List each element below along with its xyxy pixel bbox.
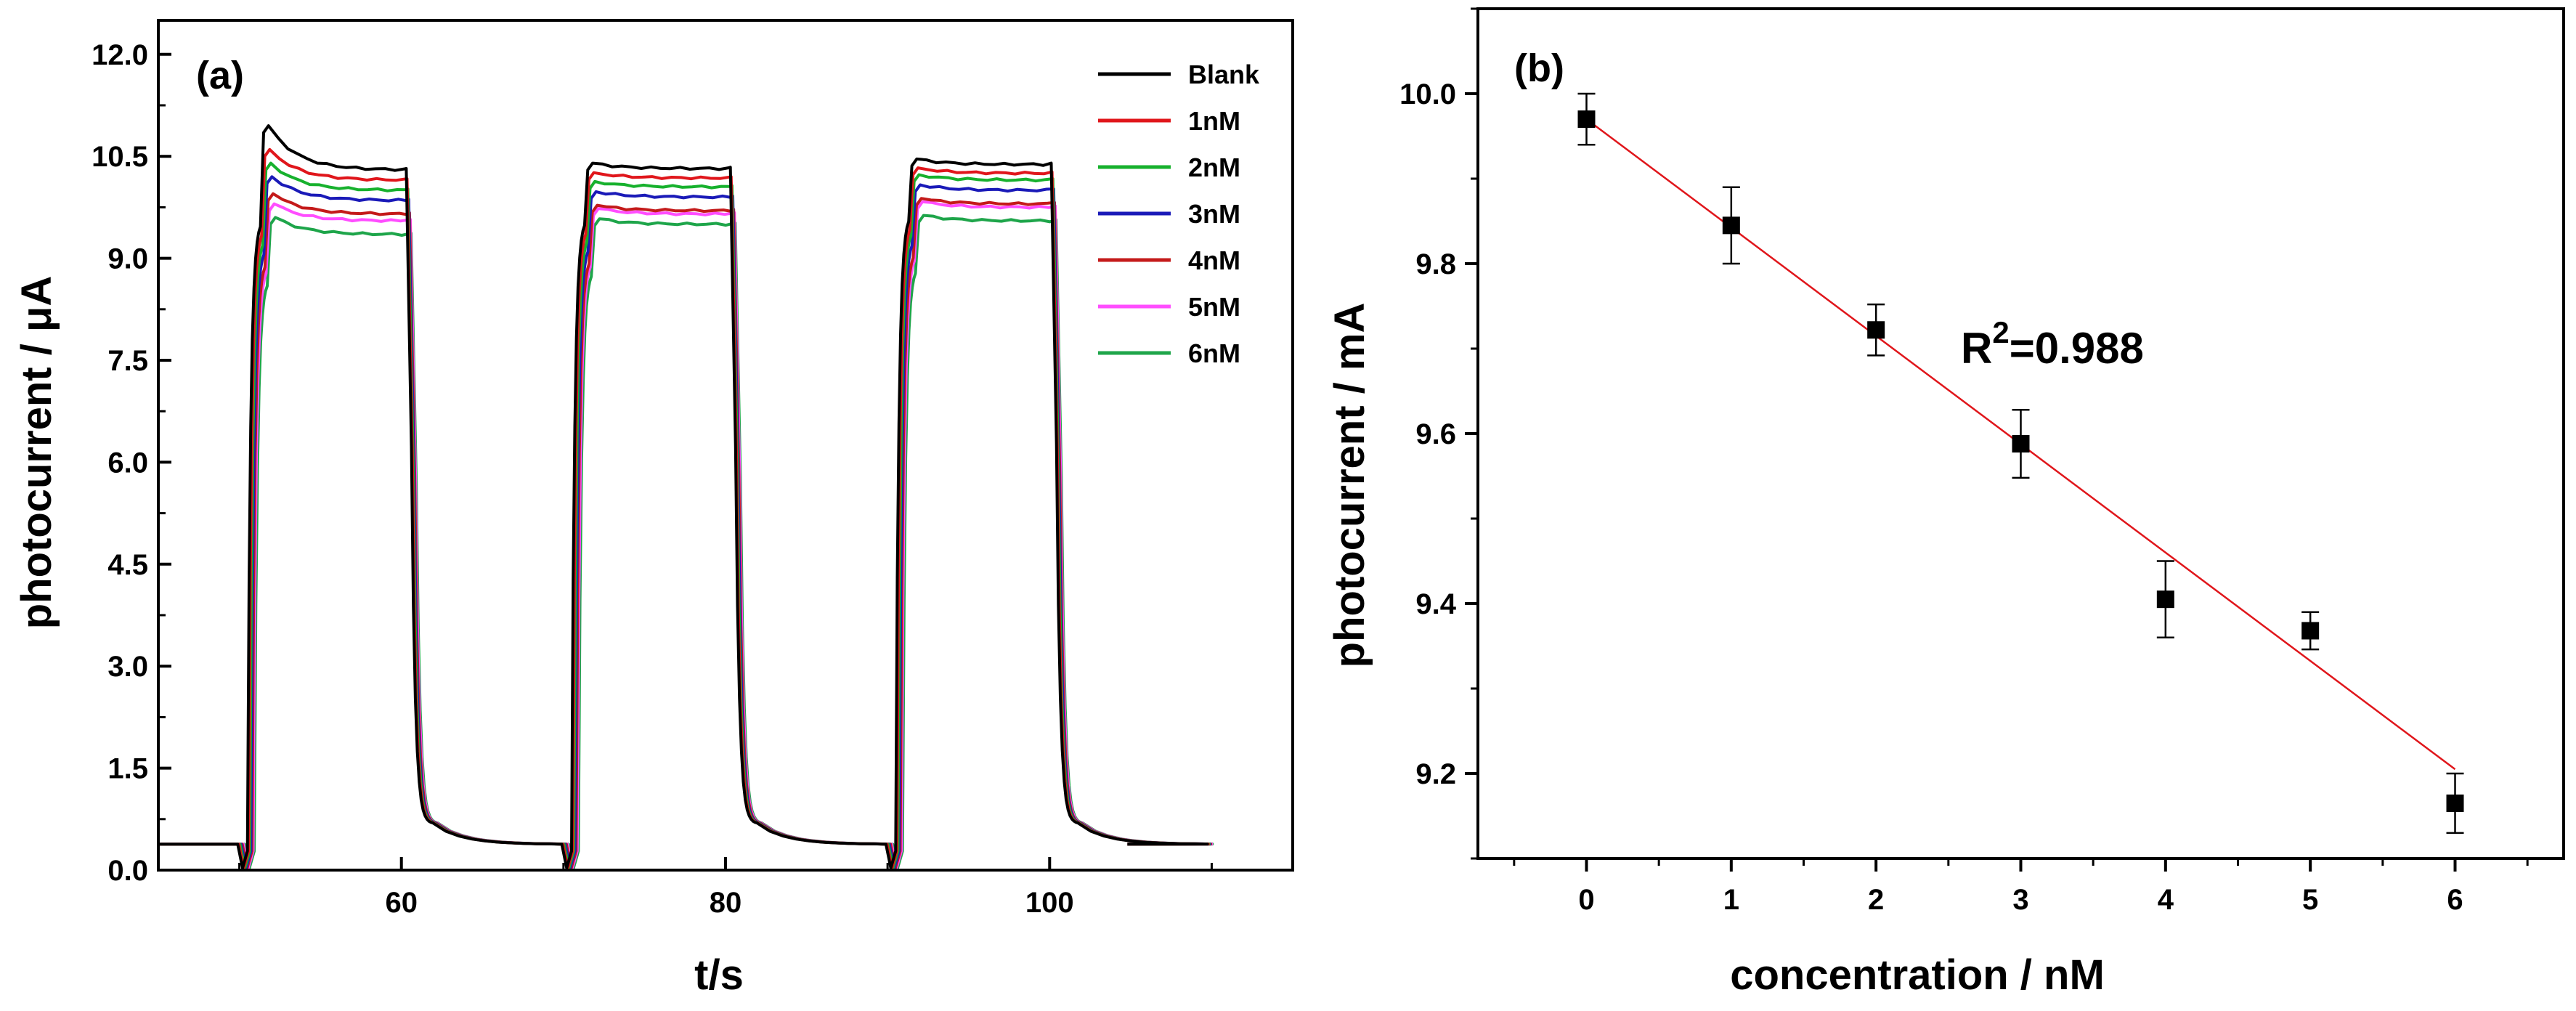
panel-a-tag: (a) (196, 54, 244, 97)
panel-a-y-tick-label: 4.5 (107, 549, 148, 581)
panel-a-series-line-2nm (158, 161, 1211, 870)
panel-a-legend-label: 2nM (1188, 153, 1240, 182)
panel-a-legend-label: 1nM (1188, 106, 1240, 136)
panel-a-y-tick-label: 7.5 (107, 345, 148, 377)
panel-a-x-tick-label: 60 (385, 887, 418, 919)
panel-a-series-line-blank (158, 124, 1209, 870)
panel-a-x-axis-title: t/s (694, 951, 744, 999)
panel-b-y-tick-label: 9.8 (1415, 248, 1456, 280)
r2-superscript: 2 (1992, 315, 2009, 349)
panel-a-y-tick-label: 9.0 (107, 243, 148, 275)
panel-a-series-line-3nm (158, 175, 1211, 870)
panel-a-series-line-5nm (158, 200, 1214, 870)
panel-b-data-point (1722, 216, 1740, 235)
panel-a-y-tick-label: 12.0 (92, 39, 148, 71)
panel-b-y-tick-label: 10.0 (1399, 78, 1456, 110)
panel-b-data-point (2012, 435, 2030, 453)
panel-b-scatter-chart: 0 1 2 3 4 5 6 9.2 9.4 9.6 9.8 10.0 (b) concentrati… (1326, 7, 2565, 999)
panel-a-series-line-1nm (158, 147, 1210, 870)
panel-a-y-axis-title: photocurrent / μA (13, 276, 60, 630)
panel-b-x-tick-label: 2 (1868, 884, 1884, 916)
panel-a-y-tick-label: 6.0 (107, 447, 148, 479)
panel-b-data-point (1867, 321, 1885, 339)
panel-a-y-tick-label: 10.5 (92, 141, 148, 173)
panel-a-y-ticks: 0.0 1.5 3.0 4.5 6.0 7.5 9.0 10.5 12.0 (92, 39, 171, 887)
panel-b-y-tick-label: 9.2 (1415, 758, 1456, 790)
panel-b-y-tick-label: 9.4 (1415, 588, 1456, 620)
panel-a-x-tick-label: 80 (710, 887, 742, 919)
panel-a-line-chart: 60 80 100 0.0 1.5 3.0 4.5 6.0 7.5 9.0 10.5 12.0 (a… (13, 19, 1294, 999)
panel-b-data-points (1577, 110, 2464, 812)
panel-a-legend-label: 3nM (1188, 199, 1240, 229)
panel-b-y-tick-label: 9.6 (1415, 418, 1456, 450)
panel-a-legend-label: 6nM (1188, 338, 1240, 368)
panel-b-data-point (2301, 622, 2320, 640)
r2-base: R (1961, 324, 1992, 373)
panel-b-tag: (b) (1514, 46, 1564, 90)
panel-a-series-lines (158, 124, 1214, 870)
panel-a-legend: Blank 1nM 2nM 3nM 4nM 5nM 6nM (1098, 60, 1260, 368)
panel-b-data-point (1577, 110, 1596, 129)
panel-a-legend-label: 4nM (1188, 245, 1240, 275)
panel-b-data-point (2156, 590, 2174, 609)
panel-a-series-line-6nm (158, 214, 1214, 870)
panel-b-error-bars (1577, 92, 2464, 835)
panel-a-legend-label: Blank (1188, 60, 1260, 89)
panel-a-y-tick-label: 3.0 (107, 651, 148, 683)
panel-a-x-tick-label: 100 (1025, 887, 1074, 919)
panel-b-y-axis-title: photocurrent / mA (1326, 303, 1373, 668)
panel-b-y-ticks: 9.2 9.4 9.6 9.8 10.0 (1399, 7, 1478, 860)
r2-value: =0.988 (2010, 324, 2144, 373)
panel-b-x-tick-label: 5 (2302, 884, 2318, 916)
panel-b-r-squared-annotation: R2=0.988 (1961, 315, 2144, 373)
panel-a-legend-label: 5nM (1188, 292, 1240, 322)
panel-b-x-axis-title: concentration / nM (1730, 951, 2105, 999)
panel-b-x-tick-label: 0 (1578, 884, 1594, 916)
panel-a-series-line-4nm (158, 192, 1213, 870)
panel-b-x-tick-label: 1 (1723, 884, 1739, 916)
panel-a-y-tick-label: 1.5 (107, 753, 148, 785)
panel-b-x-ticks: 0 1 2 3 4 5 6 (1513, 858, 2529, 916)
panel-a-y-tick-label: 0.0 (107, 855, 148, 887)
panel-a-x-ticks: 60 80 100 (238, 857, 1213, 919)
panel-b-data-point (2446, 794, 2464, 812)
panel-b-x-tick-label: 4 (2158, 884, 2174, 916)
panel-b-x-tick-label: 6 (2447, 884, 2463, 916)
panel-b-x-tick-label: 3 (2012, 884, 2028, 916)
panel-a-frame (157, 19, 1294, 872)
